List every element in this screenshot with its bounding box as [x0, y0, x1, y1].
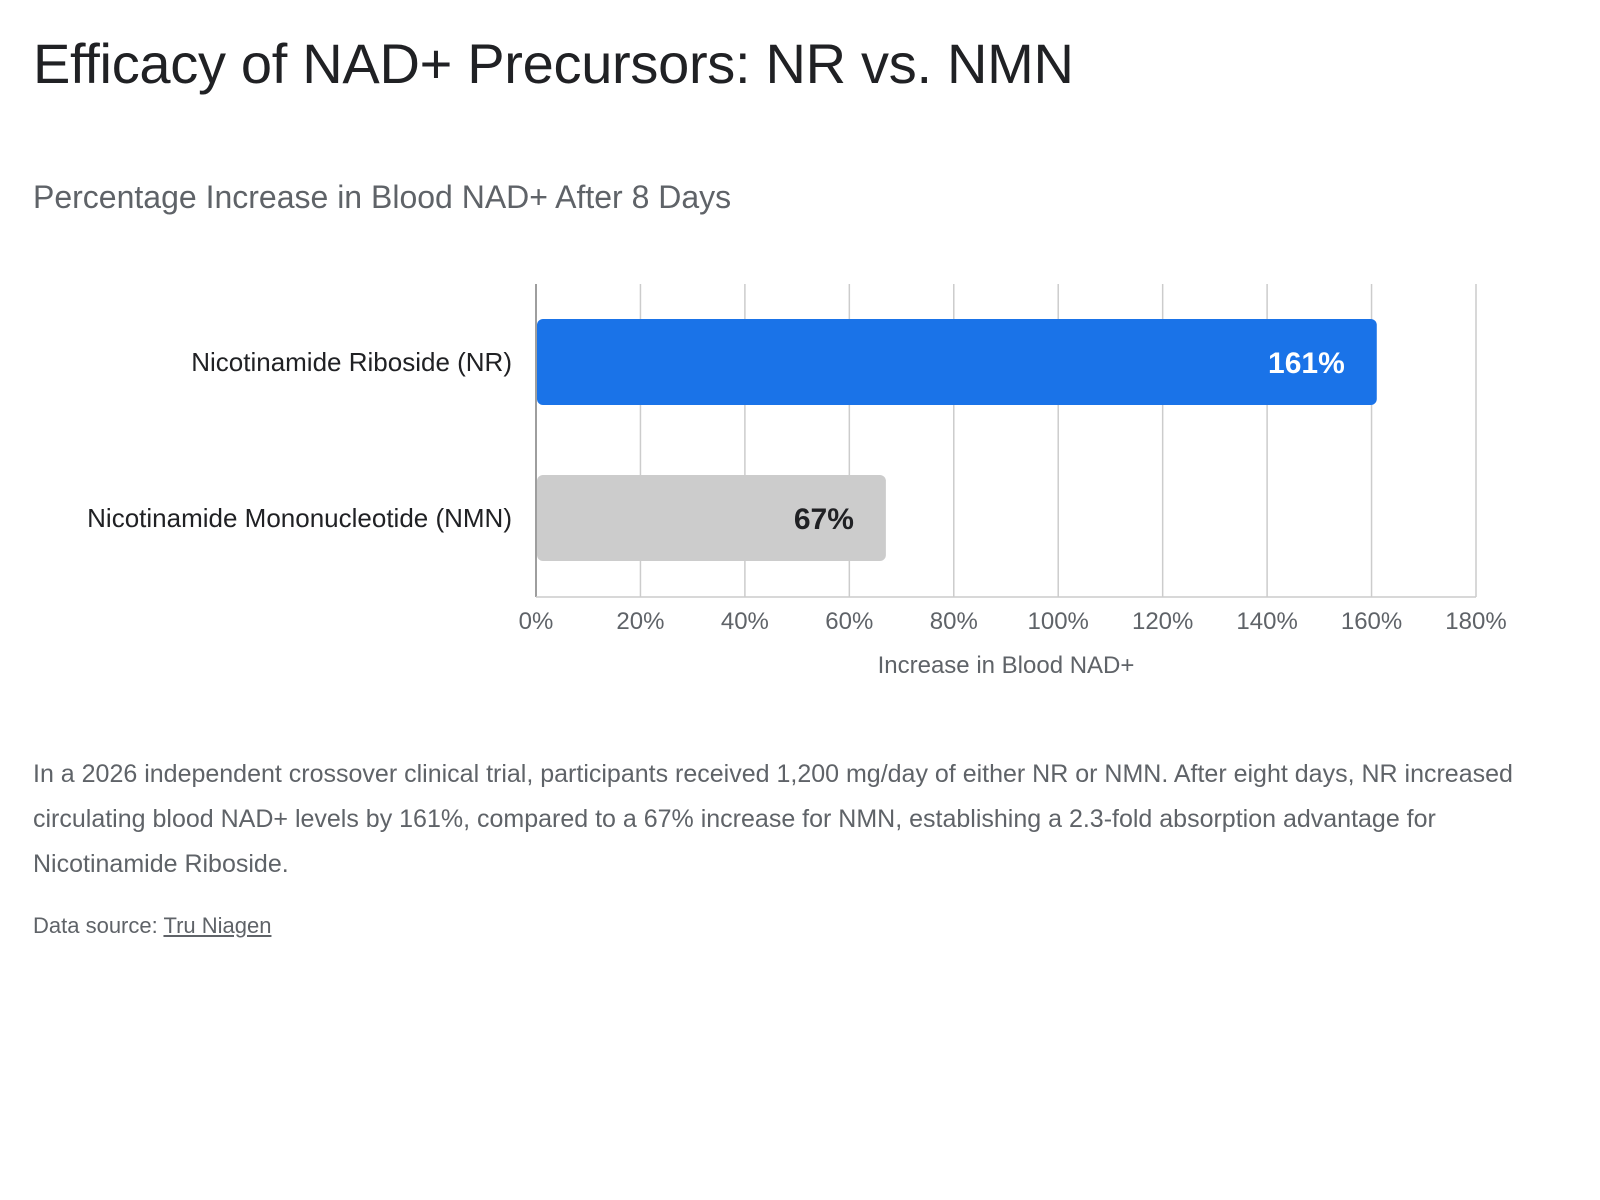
x-tick-label: 60%: [825, 608, 873, 635]
data-source-link[interactable]: Tru Niagen: [163, 913, 272, 938]
category-label: Nicotinamide Riboside (NR): [191, 347, 512, 377]
category-labels: Nicotinamide Riboside (NR) Nicotinamide M…: [87, 347, 512, 533]
bar: [537, 475, 886, 561]
x-tick-label: 0%: [519, 608, 554, 635]
x-tick-label: 120%: [1132, 608, 1193, 635]
x-tick-label: 180%: [1445, 608, 1506, 635]
bar: [537, 319, 1377, 405]
chart-description: In a 2026 independent crossover clinical…: [33, 760, 1513, 878]
x-tick-labels: 0% 20% 40% 60% 80% 100% 120% 140% 160% 180%: [519, 608, 1507, 635]
bars: 161% 67%: [537, 319, 1377, 561]
x-tick-label: 40%: [721, 608, 769, 635]
chart-subtitle: Percentage Increase in Blood NAD+ After …: [33, 179, 732, 215]
bar-value-label: 161%: [1268, 347, 1345, 380]
data-source: Data source: Tru Niagen: [33, 913, 271, 939]
page-title: Efficacy of NAD+ Precursors: NR vs. NMN: [33, 32, 1074, 95]
x-tick-label: 140%: [1236, 608, 1297, 635]
data-source-label: Data source:: [33, 913, 164, 938]
x-axis-title: Increase in Blood NAD+: [878, 652, 1135, 679]
x-tick-label: 20%: [616, 608, 664, 635]
x-tick-label: 80%: [930, 608, 978, 635]
category-label: Nicotinamide Mononucleotide (NMN): [87, 503, 512, 533]
bar-value-label: 67%: [794, 503, 854, 536]
x-tick-label: 100%: [1028, 608, 1089, 635]
x-tick-label: 160%: [1341, 608, 1402, 635]
bar-chart: 161%67% Nicotinamide Riboside (NR)Nicoti…: [87, 284, 1507, 679]
